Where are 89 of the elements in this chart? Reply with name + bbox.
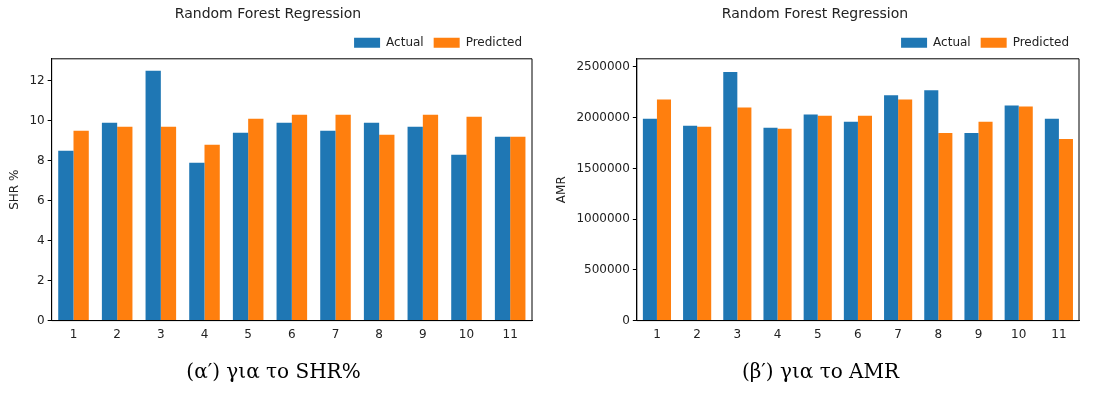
- x-tick-label: 10: [458, 326, 474, 341]
- bar: [450, 154, 466, 321]
- bar: [777, 128, 792, 321]
- bar: [1018, 106, 1033, 321]
- bar: [656, 99, 671, 321]
- x-tick-label: 8: [374, 326, 383, 341]
- x-tick-label: 5: [813, 326, 822, 341]
- bar: [116, 126, 132, 321]
- x-tick-label: 6: [287, 326, 296, 341]
- bar: [204, 144, 220, 321]
- x-tick-label: 9: [418, 326, 427, 341]
- x-tick-label: 11: [1050, 326, 1067, 341]
- y-tick-label: 4: [36, 232, 45, 247]
- bar: [937, 132, 952, 321]
- bar: [923, 90, 938, 321]
- bar: [319, 130, 335, 321]
- bar: [642, 118, 657, 321]
- legend-label: Actual: [932, 34, 971, 49]
- x-tick-label: 4: [200, 326, 208, 341]
- x-tick-label: 2: [692, 326, 701, 341]
- bar: [1044, 118, 1059, 321]
- bar: [682, 125, 697, 321]
- y-tick-label: 0: [621, 312, 630, 327]
- x-tick-label: 1: [652, 326, 661, 341]
- x-tick-label: 7: [331, 326, 339, 341]
- bar: [857, 115, 872, 321]
- bar: [407, 126, 423, 321]
- x-tick-label: 3: [733, 326, 741, 341]
- y-tick-label: 0: [36, 312, 45, 327]
- bar: [422, 114, 438, 321]
- x-tick-label: 10: [1010, 326, 1026, 341]
- bar: [145, 70, 161, 321]
- bar: [978, 121, 993, 321]
- bar: [897, 99, 912, 321]
- bar: [247, 118, 263, 321]
- bar: [843, 121, 858, 321]
- bar: [378, 134, 394, 321]
- legend-label: Predicted: [465, 34, 522, 49]
- y-tick-label: 12: [28, 72, 45, 87]
- bar: [363, 122, 379, 321]
- bar: [232, 132, 248, 321]
- bar: [762, 127, 778, 321]
- bar: [73, 130, 89, 321]
- bar: [291, 114, 307, 321]
- x-tick-label: 4: [773, 326, 781, 341]
- y-tick-label: 8: [36, 152, 45, 167]
- x-tick-label: 2: [112, 326, 121, 341]
- bar: [1058, 138, 1073, 321]
- text: (α′) για το SHR%: [186, 359, 361, 383]
- bar: [1004, 105, 1019, 321]
- y-axis-title: SHR %: [6, 169, 21, 210]
- bar: [335, 114, 351, 321]
- bar: [736, 107, 751, 321]
- chart-title: Random Forest Regression: [174, 5, 361, 22]
- bar: [160, 126, 176, 321]
- y-tick-label: 1000000: [575, 211, 630, 226]
- bar: [276, 122, 292, 321]
- bar: [101, 122, 117, 321]
- bar: [817, 115, 832, 321]
- x-tick-label: 8: [933, 326, 942, 341]
- y-tick-label: 6: [36, 192, 45, 207]
- y-axis-title: AMR: [553, 176, 568, 204]
- bar: [696, 126, 711, 321]
- bar: [57, 150, 73, 321]
- x-tick-label: 1: [69, 326, 77, 341]
- bar: [188, 162, 204, 321]
- x-tick-label: 3: [156, 326, 165, 341]
- x-tick-label: 6: [853, 326, 862, 341]
- x-tick-label: 5: [243, 326, 252, 341]
- chart-title: Random Forest Regression: [721, 5, 908, 22]
- bar: [883, 95, 898, 321]
- x-tick-label: 9: [974, 326, 982, 341]
- bar: [963, 132, 979, 321]
- y-tick-label: 500000: [583, 261, 630, 276]
- y-tick-label: 2000000: [575, 109, 630, 124]
- bar: [722, 71, 737, 321]
- y-tick-label: 2500000: [575, 59, 630, 74]
- y-tick-label: 2: [36, 272, 45, 287]
- legend-label: Actual: [385, 34, 424, 49]
- y-tick-label: 1500000: [575, 160, 630, 175]
- bar: [803, 114, 818, 321]
- bar: [494, 136, 510, 321]
- x-tick-label: 11: [502, 326, 518, 341]
- text: (β′) για το AMR: [741, 359, 900, 383]
- x-tick-label: 7: [893, 326, 902, 341]
- y-tick-label: 10: [28, 112, 45, 127]
- bar: [509, 136, 525, 321]
- legend-label: Predicted: [1012, 34, 1069, 49]
- bar: [466, 116, 482, 321]
